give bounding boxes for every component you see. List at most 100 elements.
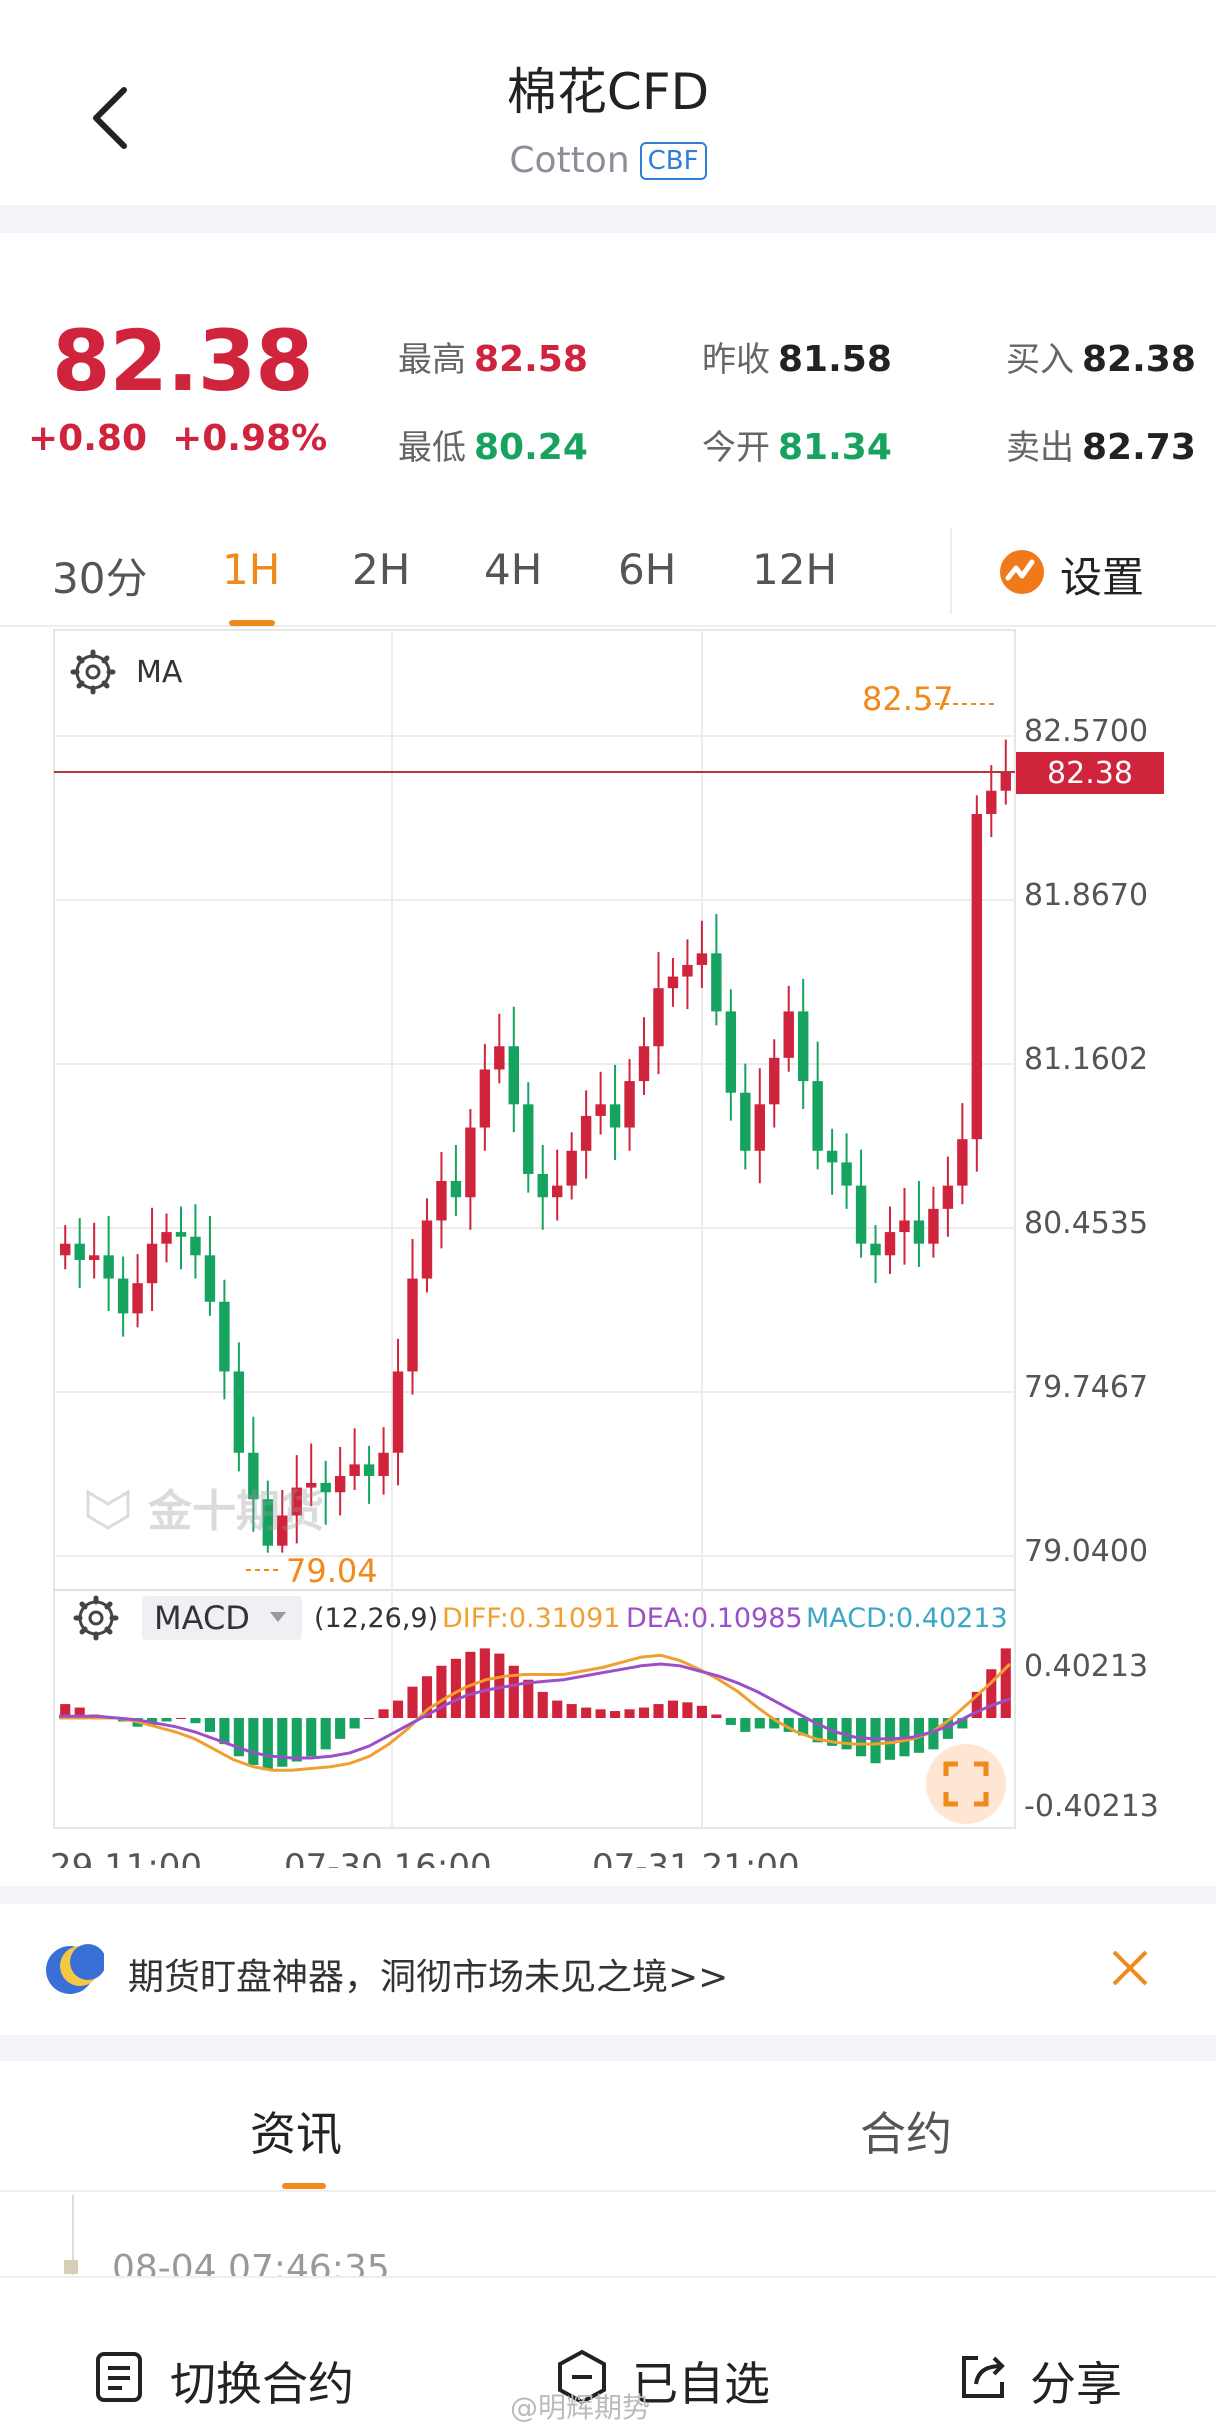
close-banner-button[interactable]: [1110, 1948, 1150, 1988]
tab-1h[interactable]: 1H: [222, 545, 281, 594]
chart-watermark: 金十期货: [147, 1486, 324, 1537]
macd-bar: [552, 1700, 563, 1718]
macd-bar: [566, 1704, 577, 1718]
current-price-label: 82.38: [1047, 756, 1133, 791]
macd-bar: [508, 1665, 519, 1718]
candle: [450, 1144, 462, 1216]
candle: [957, 1103, 968, 1205]
candle: [103, 1215, 114, 1312]
candle: [407, 1239, 418, 1395]
macd-histogram: [60, 1648, 1011, 1771]
candle: [942, 1156, 954, 1237]
tab-12h[interactable]: 12H: [752, 545, 838, 594]
macd-bar: [190, 1718, 201, 1724]
macd-bar: [407, 1686, 418, 1718]
fullscreen-icon: [943, 1761, 989, 1807]
candle: [783, 985, 794, 1072]
open-label: 今开: [702, 428, 770, 468]
kline-chart[interactable]: MA 金十期货 82.57 79.04 82.38 82.5700 81.867…: [0, 628, 1216, 1868]
candle: [754, 1068, 765, 1184]
macd-bar: [537, 1691, 548, 1718]
open-value: 81.34: [778, 427, 892, 468]
macd-bar: [233, 1718, 244, 1757]
subtitle-text: Cotton: [509, 140, 630, 181]
price-change: +0.80 +0.98%: [28, 418, 327, 459]
promo-banner[interactable]: [0, 1905, 1216, 2035]
tab-30m[interactable]: 30分: [52, 554, 148, 603]
divider-band: [0, 205, 1216, 233]
candle: [320, 1460, 331, 1525]
candle: [392, 1338, 404, 1486]
macd-bar: [320, 1718, 331, 1750]
candle: [812, 1041, 823, 1170]
candle: [855, 1149, 867, 1258]
tab-6h[interactable]: 6H: [618, 545, 677, 594]
candle: [465, 1108, 476, 1230]
high-value: 82.58: [474, 339, 588, 380]
macd-bar: [798, 1718, 809, 1736]
candle: [306, 1443, 317, 1507]
candle: [769, 1039, 780, 1128]
low-label: 最低: [398, 428, 466, 468]
time-axis: 29 11:00 07-30 16:00 07-31 21:00: [50, 1847, 800, 1868]
y-tick-0: 82.5700: [1024, 714, 1148, 749]
app-header: [0, 0, 1216, 205]
ask-value: 82.73: [1082, 427, 1196, 468]
macd-bar: [494, 1653, 505, 1718]
macd-gear-icon[interactable]: [73, 1595, 119, 1641]
candle: [609, 1064, 621, 1161]
share-label: 分享: [1030, 2357, 1122, 2411]
settings-button[interactable]: 设置: [950, 528, 1216, 614]
back-button[interactable]: [82, 78, 142, 158]
macd-bar: [161, 1718, 172, 1722]
candle: [841, 1133, 852, 1209]
candle: [508, 1006, 520, 1133]
candle: [653, 952, 664, 1075]
candles: [60, 739, 1011, 1553]
macd-diff-line: [59, 1653, 1012, 1772]
low-stat: 最低 80.24: [398, 420, 588, 469]
candle: [161, 1213, 172, 1263]
info-tab-indicator: [282, 2183, 326, 2189]
macd-bar: [450, 1658, 461, 1718]
candle: [986, 765, 997, 838]
tab-4h[interactable]: 4H: [484, 545, 543, 594]
switch-contract-icon: [96, 2352, 142, 2402]
macd-bar: [638, 1707, 650, 1718]
candle: [421, 1198, 433, 1293]
candle: [913, 1180, 925, 1267]
prev-close-value: 81.58: [778, 339, 892, 380]
candle: [537, 1144, 548, 1230]
macd-dea-line: [59, 1662, 1011, 1760]
tab-contract[interactable]: 合约: [860, 2107, 952, 2161]
macd-bar: [957, 1718, 968, 1729]
macd-bar: [653, 1704, 664, 1718]
ma-settings[interactable]: MA: [70, 649, 183, 695]
candle: [566, 1132, 577, 1200]
candle: [870, 1225, 881, 1284]
page-subtitle: Cotton CBF: [0, 140, 1216, 181]
macd-bar: [711, 1714, 722, 1718]
macd-y-tick-0: 0.40213: [1024, 1649, 1148, 1684]
candle: [899, 1187, 910, 1265]
macd-bar: [1000, 1648, 1011, 1718]
ma-label: MA: [136, 655, 183, 690]
page-title: 棉花CFD: [506, 63, 710, 121]
high-label: 最高: [398, 340, 466, 380]
candle: [248, 1416, 259, 1532]
fullscreen-button[interactable]: [926, 1744, 1006, 1824]
bid-value: 82.38: [1082, 339, 1196, 380]
macd-bar: [624, 1709, 635, 1718]
watchlist-label: 已自选: [632, 2357, 770, 2411]
candle: [711, 913, 722, 1026]
macd-bar: [986, 1669, 997, 1718]
tab-news[interactable]: 资讯: [250, 2107, 342, 2161]
macd-bar: [277, 1718, 288, 1767]
indicator-select[interactable]: MACD: [142, 1596, 302, 1640]
macd-bar: [335, 1718, 346, 1739]
banner-text: 期货盯盘神器，洞彻市场未见之境>>: [128, 1957, 729, 1998]
tab-2h[interactable]: 2H: [352, 545, 411, 594]
candle: [479, 1043, 491, 1151]
macd-bar: [204, 1718, 215, 1732]
macd-bar: [667, 1700, 679, 1718]
